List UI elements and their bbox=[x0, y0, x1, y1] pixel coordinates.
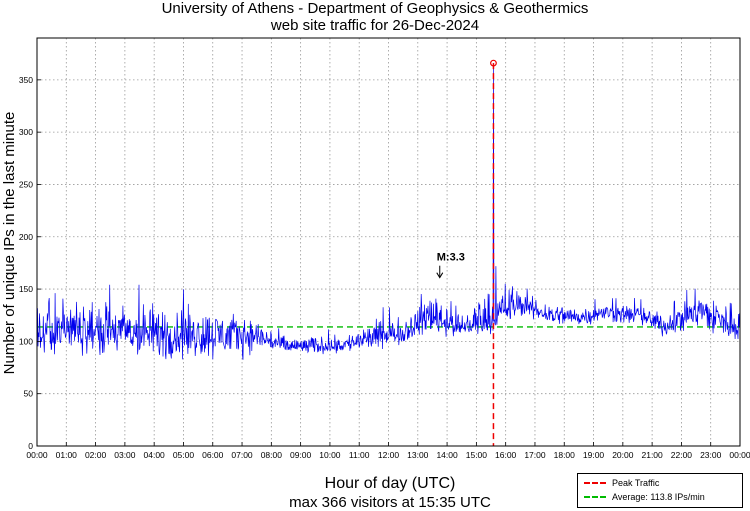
x-tick-label: 03:00 bbox=[114, 450, 136, 460]
x-tick-label: 18:00 bbox=[554, 450, 576, 460]
x-tick-label: 01:00 bbox=[56, 450, 78, 460]
y-tick-label: 50 bbox=[24, 389, 34, 399]
x-tick-label: 07:00 bbox=[231, 450, 253, 460]
x-tick-label: 00:00 bbox=[26, 450, 48, 460]
x-tick-label: 21:00 bbox=[641, 450, 663, 460]
peak-layer bbox=[436, 59, 497, 446]
x-tick-label: 20:00 bbox=[612, 450, 634, 460]
y-tick-label: 200 bbox=[19, 232, 33, 242]
series-layer bbox=[36, 63, 740, 360]
x-tick-label: 14:00 bbox=[436, 450, 458, 460]
x-tick-label: 08:00 bbox=[261, 450, 283, 460]
x-tick-label: 09:00 bbox=[290, 450, 312, 460]
plot-frame bbox=[36, 37, 741, 447]
chart-title-line1: University of Athens - Department of Geo… bbox=[161, 0, 589, 17]
axis-layer: 00:00 01:00 02:00 03:00 04:00 05:00 06:00 07:00… bbox=[19, 37, 750, 460]
x-tick-label: 02:00 bbox=[85, 450, 107, 460]
y-tick-label: 100 bbox=[19, 336, 33, 346]
x-tick-label: 04:00 bbox=[144, 450, 166, 460]
legend: Peak Traffic Average: 113.8 IPs/min bbox=[577, 473, 743, 508]
x-tick-label: 15:00 bbox=[466, 450, 488, 460]
legend-peak-label: Peak Traffic bbox=[612, 478, 660, 488]
x-tick-label: 23:00 bbox=[700, 450, 722, 460]
chart-title-line2: web site traffic for 26-Dec-2024 bbox=[270, 17, 480, 34]
x-tick-label: 10:00 bbox=[319, 450, 341, 460]
x-axis-label: Hour of day (UTC) bbox=[324, 475, 456, 492]
y-tick-label: 250 bbox=[19, 179, 33, 189]
x-tick-label: 16:00 bbox=[495, 450, 517, 460]
x-tick-label: 12:00 bbox=[378, 450, 400, 460]
x-tick-label: 17:00 bbox=[524, 450, 546, 460]
annotation-m33: M:3.3 bbox=[437, 252, 465, 264]
y-tick-label: 300 bbox=[19, 127, 33, 137]
legend-item-peak: Peak Traffic bbox=[584, 478, 659, 488]
peak-marker bbox=[490, 59, 497, 67]
y-tick-label: 0 bbox=[28, 441, 33, 451]
legend-item-average: Average: 113.8 IPs/min bbox=[584, 492, 705, 502]
x-tick-label: 06:00 bbox=[202, 450, 224, 460]
x-tick-label: 19:00 bbox=[583, 450, 605, 460]
traffic-series-line bbox=[36, 63, 740, 360]
max-visitors-caption: max 366 visitors at 15:35 UTC bbox=[289, 494, 491, 511]
x-tick-label: 13:00 bbox=[407, 450, 429, 460]
y-tick-label: 350 bbox=[19, 75, 33, 85]
x-tick-label: 05:00 bbox=[173, 450, 195, 460]
y-tick-label: 150 bbox=[19, 284, 33, 294]
x-tick-label: 22:00 bbox=[671, 450, 693, 460]
legend-average-swatch bbox=[584, 496, 606, 498]
x-tick-label: 11:00 bbox=[349, 450, 370, 460]
grid-layer bbox=[37, 38, 740, 446]
annotation-arrow-head bbox=[436, 272, 444, 279]
x-tick-label: 00:00 bbox=[729, 450, 750, 460]
legend-average-label: Average: 113.8 IPs/min bbox=[612, 492, 705, 502]
legend-peak-swatch bbox=[584, 482, 606, 484]
y-axis-label: Number of unique IPs in the last minute bbox=[1, 112, 18, 375]
